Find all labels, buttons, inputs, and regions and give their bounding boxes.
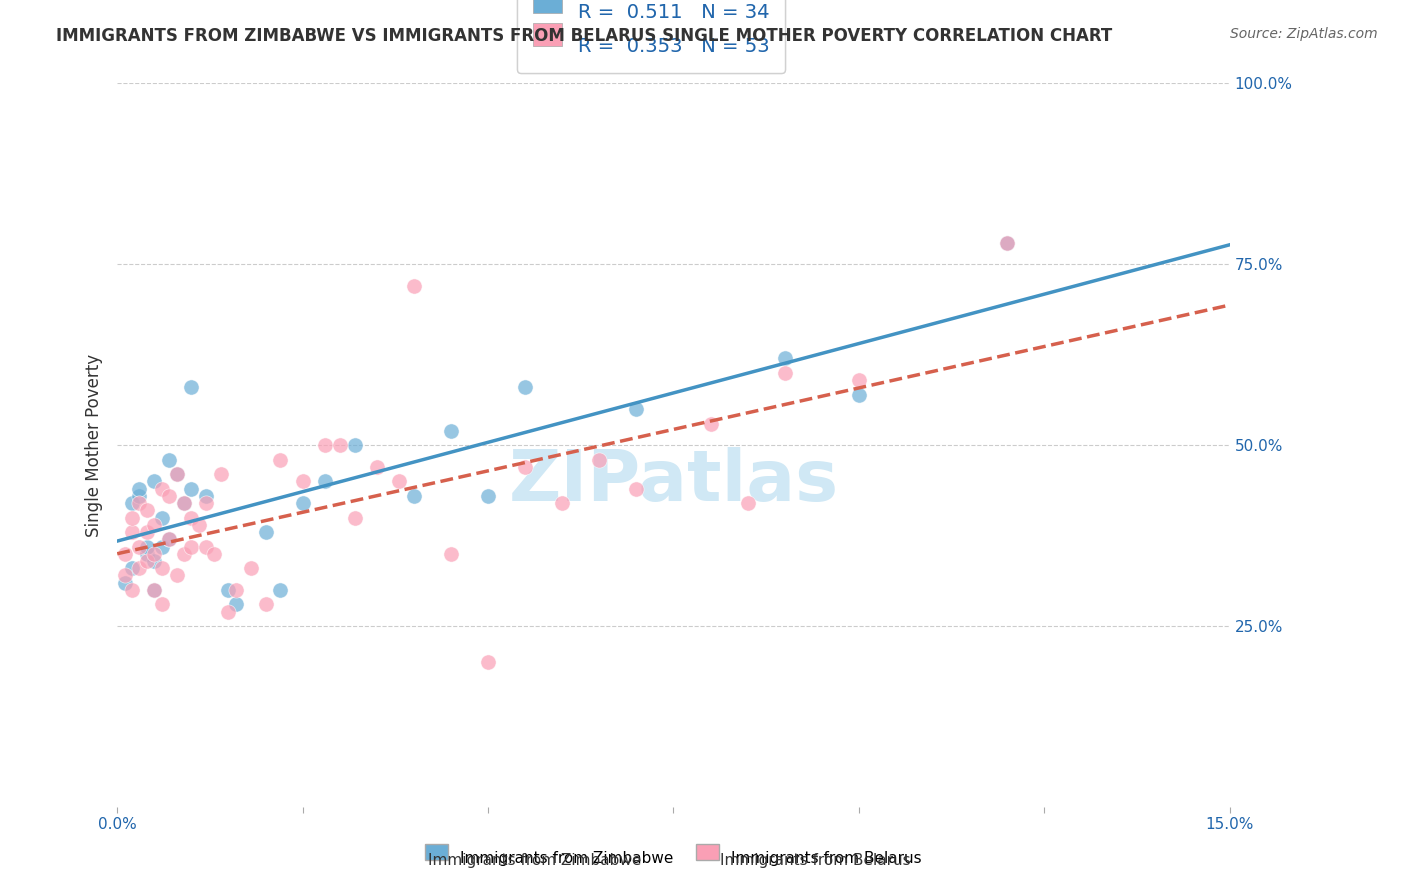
Point bbox=[166, 467, 188, 482]
Point bbox=[150, 561, 173, 575]
Point bbox=[366, 459, 388, 474]
Point bbox=[291, 475, 314, 489]
Point bbox=[513, 380, 536, 394]
Point bbox=[128, 540, 150, 554]
Point bbox=[848, 387, 870, 401]
Point bbox=[513, 459, 536, 474]
Point bbox=[157, 533, 180, 547]
Point bbox=[402, 489, 425, 503]
Point bbox=[202, 547, 225, 561]
Point bbox=[225, 582, 247, 597]
Point bbox=[143, 582, 166, 597]
Point bbox=[626, 482, 648, 496]
Point bbox=[135, 540, 157, 554]
Point bbox=[150, 510, 173, 524]
Point bbox=[291, 496, 314, 510]
Point bbox=[195, 489, 218, 503]
Point bbox=[626, 402, 648, 417]
Point bbox=[135, 524, 157, 539]
Point bbox=[440, 424, 463, 438]
Point bbox=[187, 517, 209, 532]
Point bbox=[143, 517, 166, 532]
Point bbox=[588, 452, 610, 467]
Point bbox=[157, 489, 180, 503]
Point bbox=[173, 496, 195, 510]
Point bbox=[314, 438, 336, 452]
Point bbox=[135, 503, 157, 517]
Point bbox=[150, 540, 173, 554]
Text: IMMIGRANTS FROM ZIMBABWE VS IMMIGRANTS FROM BELARUS SINGLE MOTHER POVERTY CORREL: IMMIGRANTS FROM ZIMBABWE VS IMMIGRANTS F… bbox=[56, 27, 1112, 45]
Point bbox=[477, 489, 499, 503]
Point bbox=[269, 582, 291, 597]
Point bbox=[157, 452, 180, 467]
Point bbox=[314, 475, 336, 489]
Point bbox=[254, 598, 277, 612]
Point bbox=[114, 575, 136, 590]
Point bbox=[166, 467, 188, 482]
Point bbox=[254, 524, 277, 539]
Point bbox=[180, 510, 202, 524]
Point bbox=[128, 482, 150, 496]
Point bbox=[114, 568, 136, 582]
Point bbox=[329, 438, 352, 452]
Point bbox=[121, 561, 143, 575]
Point bbox=[773, 351, 796, 366]
Point bbox=[173, 496, 195, 510]
Point bbox=[128, 489, 150, 503]
Point bbox=[121, 510, 143, 524]
Point bbox=[128, 496, 150, 510]
Point bbox=[699, 417, 721, 431]
Point bbox=[269, 452, 291, 467]
Point bbox=[150, 482, 173, 496]
Point bbox=[173, 547, 195, 561]
Point bbox=[217, 582, 239, 597]
Point bbox=[440, 547, 463, 561]
Point bbox=[388, 475, 411, 489]
Point bbox=[773, 366, 796, 380]
Point bbox=[135, 554, 157, 568]
Point bbox=[114, 547, 136, 561]
Point bbox=[135, 547, 157, 561]
Point bbox=[166, 568, 188, 582]
Point bbox=[195, 540, 218, 554]
Text: Immigrants from Belarus: Immigrants from Belarus bbox=[720, 854, 911, 868]
Point bbox=[157, 533, 180, 547]
Point bbox=[225, 598, 247, 612]
Point bbox=[343, 438, 366, 452]
Point bbox=[180, 482, 202, 496]
Point bbox=[143, 475, 166, 489]
Y-axis label: Single Mother Poverty: Single Mother Poverty bbox=[86, 353, 103, 537]
Point bbox=[848, 373, 870, 387]
Point bbox=[737, 496, 759, 510]
Point bbox=[121, 582, 143, 597]
Point bbox=[180, 540, 202, 554]
Point bbox=[150, 598, 173, 612]
Point bbox=[121, 496, 143, 510]
Point bbox=[128, 561, 150, 575]
Text: ZIPatlas: ZIPatlas bbox=[509, 447, 838, 516]
Text: Immigrants from Zimbabwe: Immigrants from Zimbabwe bbox=[427, 854, 641, 868]
Point bbox=[402, 279, 425, 293]
Point bbox=[143, 547, 166, 561]
Point bbox=[239, 561, 262, 575]
Legend: R =  0.511   N = 34, R =  0.353   N = 53: R = 0.511 N = 34, R = 0.353 N = 53 bbox=[517, 0, 785, 73]
Point bbox=[343, 510, 366, 524]
Point bbox=[121, 524, 143, 539]
Point bbox=[477, 655, 499, 669]
Point bbox=[195, 496, 218, 510]
Point bbox=[143, 554, 166, 568]
Point bbox=[995, 235, 1018, 250]
Point bbox=[217, 605, 239, 619]
Point bbox=[180, 380, 202, 394]
Text: Source: ZipAtlas.com: Source: ZipAtlas.com bbox=[1230, 27, 1378, 41]
Point bbox=[995, 235, 1018, 250]
Point bbox=[551, 496, 574, 510]
Point bbox=[143, 582, 166, 597]
Point bbox=[209, 467, 232, 482]
